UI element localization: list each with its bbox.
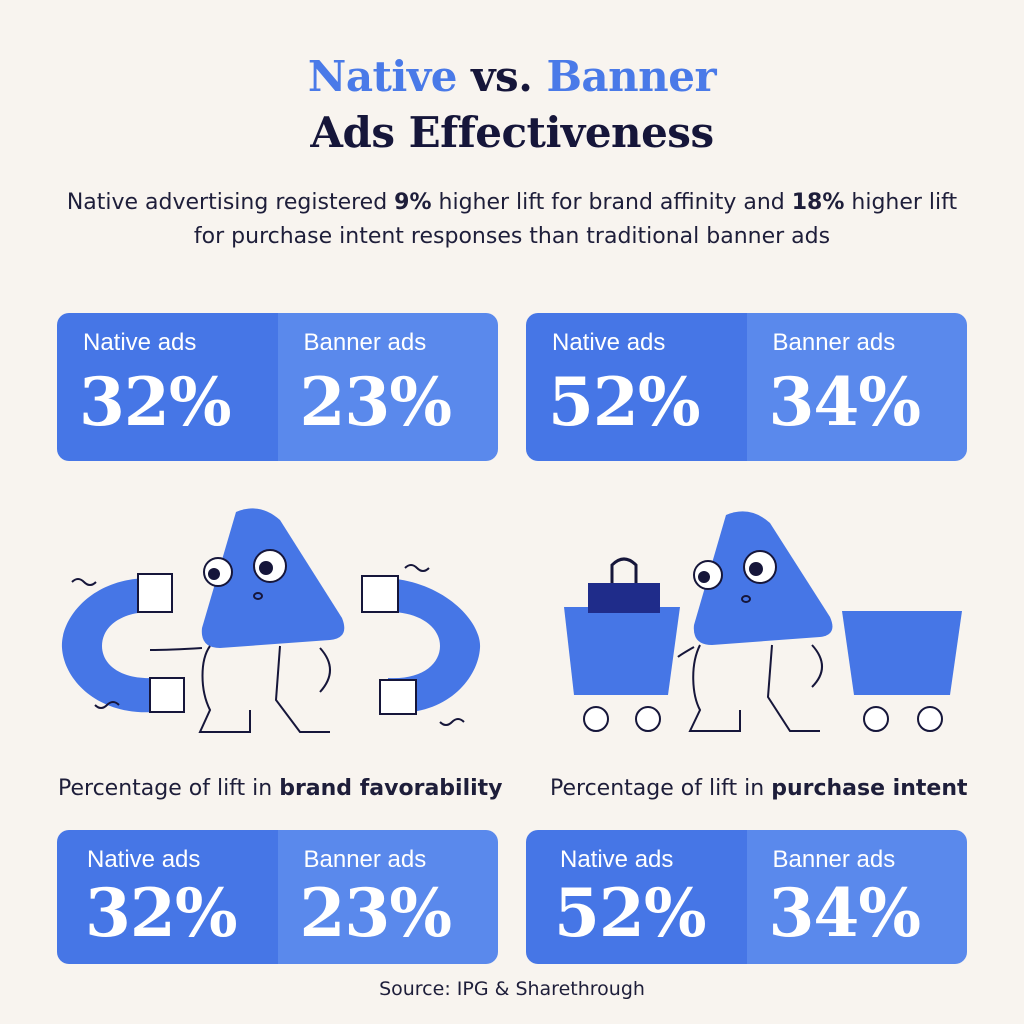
magnet-icon <box>361 564 481 726</box>
brand-favorability-illustration <box>61 508 481 733</box>
title-line-2: Ads Effectiveness <box>310 108 714 157</box>
caption-purchase-intent: Percentage of lift in purchase intent <box>550 776 968 801</box>
native-value: 52% <box>548 363 701 441</box>
banner-label: Banner ads <box>772 329 896 356</box>
stat-card-purchase-bottom: Native ads 52% Banner ads 34% <box>526 830 967 964</box>
title-vs: vs. <box>471 52 533 101</box>
native-stat: Native ads 52% <box>526 830 747 964</box>
subtitle-bold-1: 9% <box>394 190 432 215</box>
native-stat: Native ads 32% <box>57 830 278 964</box>
banner-value: 23% <box>299 874 453 952</box>
subtitle-text-2: higher lift for brand affinity and <box>431 190 792 215</box>
banner-label: Banner ads <box>303 329 427 356</box>
stat-card-purchase-top: Native ads 52% Banner ads 34% <box>526 313 967 461</box>
banner-stat: Banner ads 34% <box>746 313 967 461</box>
native-value: 32% <box>85 874 238 952</box>
subtitle-text-3: higher lift for purchase intent response… <box>193 190 958 249</box>
banner-stat: Banner ads 34% <box>746 830 967 964</box>
subtitle-text-1: Native advertising registered <box>66 190 395 215</box>
title-line-1: Native vs. Banner <box>0 52 1024 101</box>
magnet-icon <box>61 573 185 713</box>
triangle-character-icon <box>677 511 833 732</box>
triangle-character-icon <box>149 508 345 733</box>
caption-bold: brand favorability <box>279 776 503 801</box>
native-value: 32% <box>79 363 232 441</box>
shopping-bag-icon <box>588 557 660 613</box>
native-label: Native ads <box>560 846 674 873</box>
caption-text: Percentage of lift in <box>550 776 772 801</box>
shopping-cart-icon <box>842 611 962 732</box>
caption-bold: purchase intent <box>771 776 968 801</box>
shopping-cart-icon <box>564 607 680 732</box>
caption-text: Percentage of lift in <box>58 776 280 801</box>
native-label: Native ads <box>87 846 201 873</box>
banner-value: 34% <box>768 363 922 441</box>
caption-brand-favorability: Percentage of lift in brand favorability <box>58 776 503 801</box>
native-stat: Native ads 52% <box>526 313 747 461</box>
native-label: Native ads <box>83 329 197 356</box>
source-note: Source: IPG & Sharethrough <box>379 978 645 1000</box>
banner-value: 34% <box>768 874 922 952</box>
banner-label: Banner ads <box>772 846 896 873</box>
subtitle-bold-2: 18% <box>791 190 845 215</box>
banner-stat: Banner ads 23% <box>277 313 498 461</box>
banner-stat: Banner ads 23% <box>277 830 498 964</box>
purchase-intent-illustration <box>564 511 962 732</box>
title-banner: Banner <box>546 52 717 101</box>
title-native: Native <box>307 52 458 101</box>
banner-label: Banner ads <box>303 846 427 873</box>
native-value: 52% <box>554 874 707 952</box>
stat-card-brand-bottom: Native ads 32% Banner ads 23% <box>57 830 498 964</box>
native-label: Native ads <box>552 329 666 356</box>
stat-card-brand-top: Native ads 32% Banner ads 23% <box>57 313 498 461</box>
subtitle: Native advertising registered 9% higher … <box>60 186 964 254</box>
banner-value: 23% <box>299 363 453 441</box>
native-stat: Native ads 32% <box>57 313 278 461</box>
